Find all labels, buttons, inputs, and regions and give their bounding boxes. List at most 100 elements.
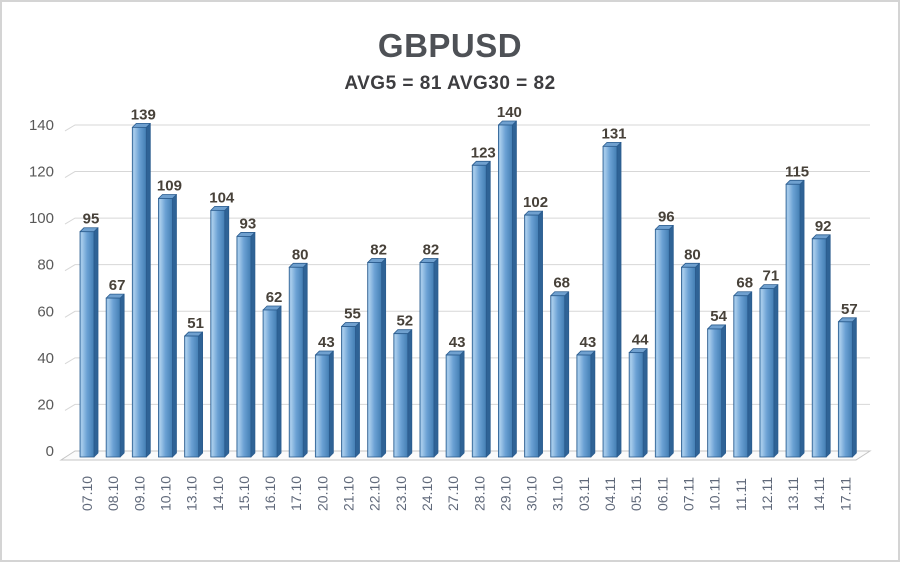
bar-side-face bbox=[119, 293, 125, 458]
x-tick-label: 22.10 bbox=[367, 476, 383, 511]
bar-side-face bbox=[851, 317, 857, 458]
bar-value-label: 51 bbox=[187, 315, 204, 332]
bar-front bbox=[654, 228, 670, 458]
bar-front bbox=[759, 288, 775, 458]
bar-value-label: 115 bbox=[785, 163, 809, 180]
bar-value-label: 96 bbox=[658, 208, 675, 225]
bar-side-face bbox=[695, 262, 700, 458]
x-tick-label: 08.10 bbox=[105, 476, 121, 511]
bar-front bbox=[524, 214, 539, 458]
x-tick-label: 14.11 bbox=[811, 477, 827, 511]
bar-value-label: 54 bbox=[710, 308, 727, 325]
grid-line bbox=[64, 217, 870, 225]
x-tick-label: 09.10 bbox=[131, 476, 147, 511]
bar-value-label: 80 bbox=[684, 246, 701, 263]
bar-front bbox=[628, 352, 644, 458]
x-tick-label: 04.11 bbox=[602, 477, 618, 511]
bar-front bbox=[602, 145, 618, 458]
bar-front bbox=[471, 164, 487, 458]
bar-front bbox=[131, 126, 147, 458]
bar-front bbox=[341, 326, 356, 458]
bar-side-face bbox=[433, 258, 439, 458]
bar-side-face bbox=[93, 227, 99, 458]
bar-value-label: 68 bbox=[553, 275, 570, 292]
bar-front bbox=[184, 335, 200, 458]
bar-front bbox=[79, 231, 95, 458]
bar-side-face bbox=[485, 160, 491, 458]
chart-title: GBPUSD bbox=[377, 27, 523, 64]
bar-front bbox=[393, 333, 409, 458]
x-tick-label: 13.11 bbox=[785, 477, 801, 511]
bar-front bbox=[707, 328, 722, 458]
y-tick-label: 20 bbox=[37, 396, 54, 413]
bar-front bbox=[210, 209, 226, 458]
bar-side-face bbox=[459, 350, 465, 458]
x-tick-label: 03.11 bbox=[576, 477, 592, 511]
bar-side-face bbox=[616, 141, 622, 458]
x-tick-label: 28.10 bbox=[471, 476, 487, 511]
bar-side-face bbox=[747, 291, 753, 458]
x-tick-label: 27.10 bbox=[445, 476, 461, 511]
bar-side-face bbox=[511, 120, 517, 458]
bar-front bbox=[367, 262, 383, 458]
x-tick-label: 07.11 bbox=[680, 477, 696, 511]
bar-front bbox=[288, 266, 304, 458]
x-tick-label: 10.11 bbox=[707, 477, 723, 511]
bar-value-label: 139 bbox=[131, 106, 156, 123]
y-tick-label: 120 bbox=[29, 164, 54, 181]
bar-front bbox=[837, 321, 853, 458]
x-tick-label: 23.10 bbox=[393, 476, 409, 511]
bar-side-face bbox=[721, 324, 726, 458]
x-tick-label: 30.10 bbox=[524, 476, 540, 511]
bar-front bbox=[262, 309, 278, 458]
bar-front bbox=[236, 236, 252, 458]
bar-value-label: 92 bbox=[815, 218, 832, 235]
bar-value-label: 82 bbox=[423, 242, 440, 259]
bar-side-face bbox=[198, 331, 204, 458]
grid-line bbox=[64, 124, 870, 132]
bar-side-face bbox=[172, 194, 177, 458]
bar-value-label: 93 bbox=[240, 215, 257, 232]
bar-side-face bbox=[302, 262, 308, 458]
x-tick-label: 17.10 bbox=[288, 476, 304, 511]
bar-value-label: 52 bbox=[396, 313, 413, 330]
bar-value-label: 109 bbox=[157, 178, 182, 195]
x-tick-label: 21.10 bbox=[341, 476, 357, 511]
bar-side-face bbox=[276, 305, 282, 458]
bar-side-face bbox=[355, 322, 360, 458]
bar-value-label: 140 bbox=[497, 104, 522, 121]
x-tick-label: 05.11 bbox=[628, 477, 644, 511]
x-tick-label: 24.10 bbox=[419, 476, 435, 511]
bar-front bbox=[811, 238, 827, 458]
bar-value-label: 55 bbox=[344, 306, 361, 323]
x-tick-label: 15.10 bbox=[236, 476, 252, 511]
bar-side-face bbox=[564, 291, 570, 458]
grid-line bbox=[64, 171, 870, 178]
bar-value-label: 80 bbox=[292, 246, 309, 263]
y-tick-label: 0 bbox=[46, 443, 54, 460]
bar-front bbox=[419, 262, 435, 458]
x-tick-label: 12.11 bbox=[759, 477, 775, 511]
bar-side-face bbox=[328, 350, 334, 458]
y-tick-label: 100 bbox=[29, 210, 54, 227]
bar-side-face bbox=[407, 329, 413, 458]
bar-side-face bbox=[642, 348, 648, 458]
bar-front bbox=[785, 183, 801, 458]
bar-side-face bbox=[250, 232, 256, 458]
y-tick-label: 40 bbox=[37, 350, 54, 367]
x-tick-label: 31.10 bbox=[550, 476, 566, 511]
bar-front bbox=[445, 354, 461, 458]
bar-value-label: 123 bbox=[471, 144, 496, 161]
bar-front bbox=[681, 266, 696, 458]
bar-value-label: 131 bbox=[601, 125, 626, 142]
bar-value-label: 71 bbox=[763, 268, 780, 285]
bar-side-face bbox=[538, 210, 543, 458]
bar-value-label: 44 bbox=[632, 332, 649, 349]
bar-side-face bbox=[381, 258, 387, 458]
x-tick-label: 20.10 bbox=[314, 476, 330, 511]
y-tick-label: 60 bbox=[37, 303, 54, 320]
bar-value-label: 95 bbox=[83, 211, 100, 228]
bar-value-label: 68 bbox=[736, 275, 753, 292]
